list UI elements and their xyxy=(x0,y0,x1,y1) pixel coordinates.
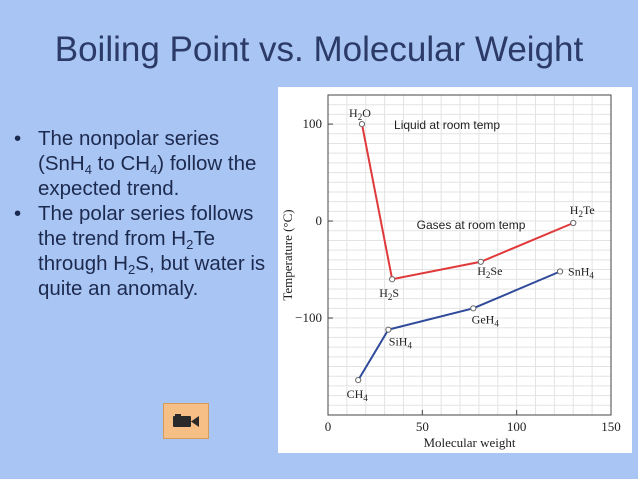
x-tick-label: 0 xyxy=(325,419,332,434)
data-point xyxy=(570,219,577,227)
data-point xyxy=(389,276,396,283)
data-point xyxy=(385,326,392,333)
bullet-polar: The polar series follows the trend from … xyxy=(14,201,276,301)
bullet-nonpolar: The nonpolar series (SnH4 to CH4) follow… xyxy=(14,126,276,201)
data-point xyxy=(358,120,366,128)
data-point xyxy=(470,305,477,312)
annotation-label: Gases at room temp xyxy=(417,218,526,232)
chart-figure: 0 50 100 150 100 0 −100 Molecular weight Tempera… xyxy=(278,87,632,453)
point-label: CH4 xyxy=(347,387,369,403)
video-button[interactable] xyxy=(163,403,209,439)
data-point xyxy=(556,268,564,275)
point-label: H2Te xyxy=(570,203,595,219)
annotation-label: Liquid at room temp xyxy=(394,118,500,132)
slide-title: Boiling Point vs. Molecular Weight xyxy=(54,30,584,69)
series-line-1 xyxy=(357,270,561,381)
video-camera-icon xyxy=(173,414,199,427)
data-point xyxy=(477,258,484,265)
point-label: SiH4 xyxy=(389,335,413,351)
point-label: GeH4 xyxy=(472,312,500,328)
boiling-point-chart: 0 50 100 150 100 0 −100 Molecular weight Tempera… xyxy=(280,94,621,450)
point-label: H2S xyxy=(379,286,399,302)
x-axis-label: Molecular weight xyxy=(423,435,515,450)
x-tick-label: 100 xyxy=(507,419,526,434)
data-point xyxy=(355,376,362,384)
y-axis-label: Temperature (°C) xyxy=(280,209,295,300)
y-tick-label: 100 xyxy=(303,116,323,131)
point-label: H2O xyxy=(349,106,371,122)
series-line-0 xyxy=(360,123,574,281)
y-tick-label: −100 xyxy=(295,310,322,325)
point-label: H2Se xyxy=(477,264,502,280)
bullet-list: The nonpolar series (SnH4 to CH4) follow… xyxy=(14,126,276,301)
point-label: SnH4 xyxy=(568,264,594,280)
x-tick-label: 50 xyxy=(416,419,429,434)
plot-frame xyxy=(327,94,612,416)
y-tick-label: 0 xyxy=(316,213,323,228)
x-tick-label: 150 xyxy=(601,419,621,434)
